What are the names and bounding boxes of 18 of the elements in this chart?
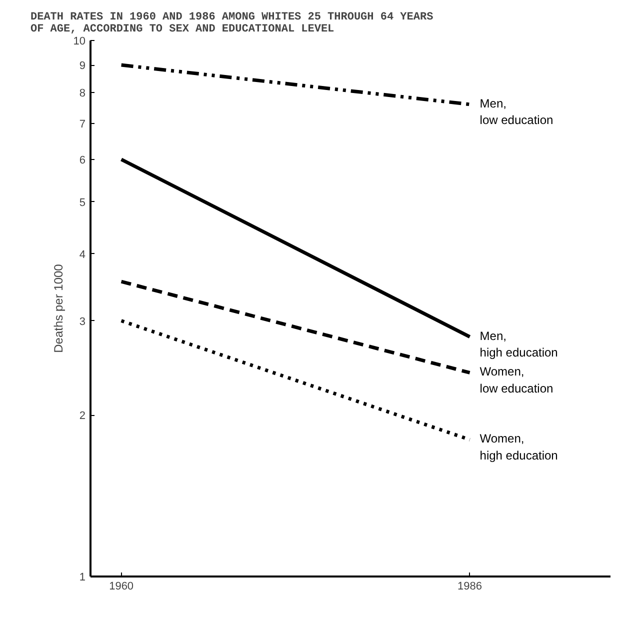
y-tick-label: 2 [79,410,86,422]
y-tick-label: 7 [79,118,86,131]
y-tick-label: 8 [79,87,86,100]
y-axis-title: Deaths per 1000 [51,264,66,353]
y-tick-label: 3 [79,316,86,328]
y-tick-label: 5 [79,196,86,209]
x-tick-label: 1960 [109,580,134,592]
y-tick-label: 6 [79,154,86,166]
y-tick-label: 1 [79,572,86,584]
series-label: Men, low education [480,96,554,128]
y-tick-label: 10 [73,36,86,48]
chart-title: DEATH RATES IN 1960 AND 1986 AMONG WHITES 25 THROUGH 64 YEARS OF AGE, ACCORDING TO SEX AND EDUCATIONAL LEVEL [30,12,434,36]
x-tick-label: 1986 [458,580,482,592]
series-label: Women, high education [480,432,558,462]
y-tick-label: 9 [79,60,86,72]
series-label: Men, high education [480,328,558,360]
y-tick-label: 4 [79,248,86,261]
series-label: Women, low education [480,364,554,396]
